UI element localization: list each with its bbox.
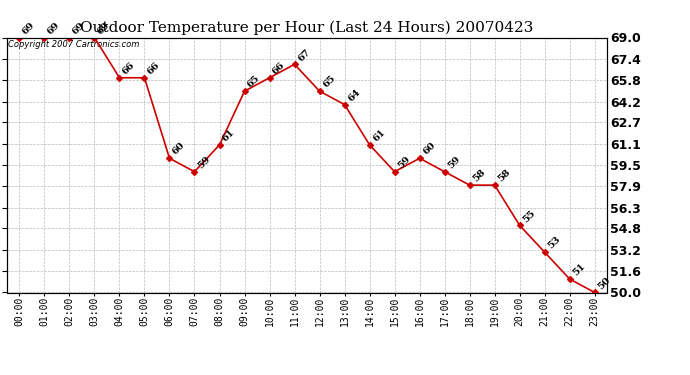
Text: 69: 69 (71, 20, 87, 36)
Text: 50: 50 (596, 275, 612, 291)
Text: 66: 66 (146, 60, 161, 76)
Text: 66: 66 (271, 60, 287, 76)
Text: 61: 61 (221, 128, 237, 144)
Text: 61: 61 (371, 128, 387, 144)
Text: 51: 51 (571, 262, 587, 278)
Text: 53: 53 (546, 235, 562, 251)
Text: 55: 55 (521, 208, 537, 224)
Text: 59: 59 (446, 154, 462, 170)
Text: 69: 69 (21, 20, 37, 36)
Text: 64: 64 (346, 87, 362, 103)
Text: 60: 60 (171, 141, 187, 157)
Text: 66: 66 (121, 60, 137, 76)
Text: 59: 59 (196, 154, 212, 170)
Text: 58: 58 (496, 168, 512, 184)
Text: 69: 69 (96, 20, 112, 36)
Text: Copyright 2007 Cartronics.com: Copyright 2007 Cartronics.com (8, 40, 139, 49)
Text: 59: 59 (396, 154, 412, 170)
Text: 60: 60 (421, 141, 437, 157)
Text: 69: 69 (46, 20, 61, 36)
Text: 65: 65 (246, 74, 262, 90)
Text: 65: 65 (321, 74, 337, 90)
Title: Outdoor Temperature per Hour (Last 24 Hours) 20070423: Outdoor Temperature per Hour (Last 24 Ho… (80, 21, 534, 35)
Text: 58: 58 (471, 168, 487, 184)
Text: 67: 67 (296, 47, 312, 63)
